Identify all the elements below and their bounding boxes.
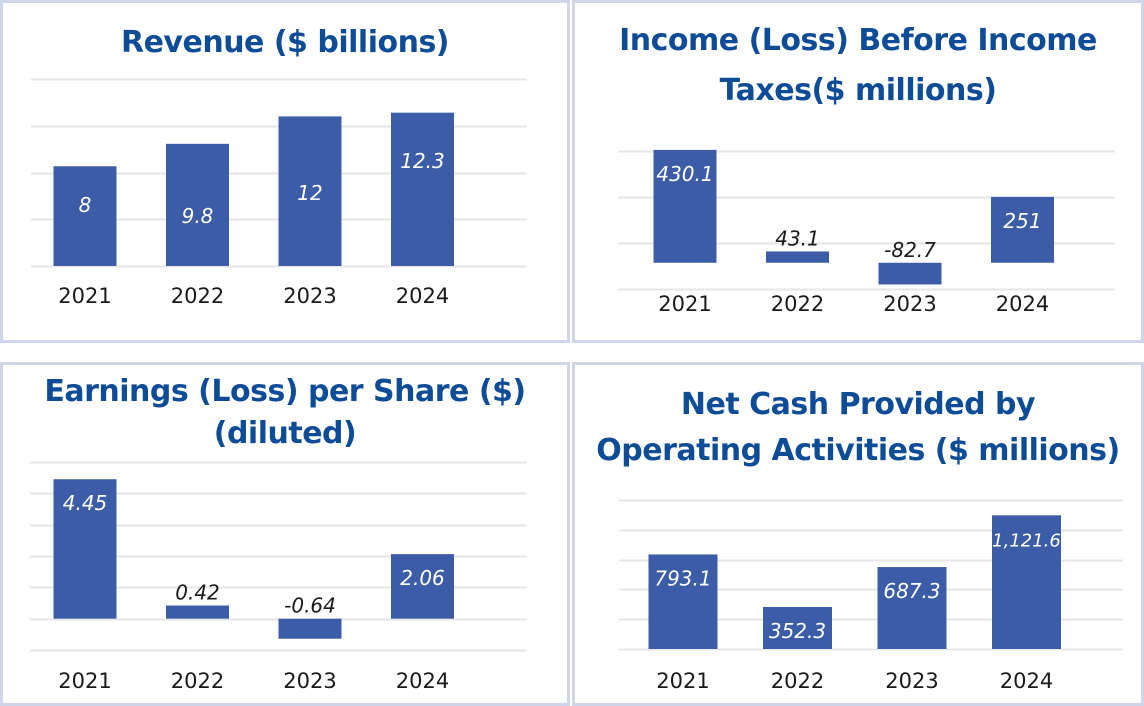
category-label: 2024 [396, 284, 449, 308]
category-label: 2022 [171, 669, 224, 693]
data-label: 8 [79, 193, 92, 217]
chart-panel-eps: Earnings (Loss) per Share ($) (diluted) … [0, 362, 570, 706]
category-label: 2022 [771, 292, 824, 316]
category-label: 2023 [885, 669, 938, 693]
bar-2023 [878, 262, 942, 285]
data-label: 2.06 [400, 566, 445, 590]
data-label: 1,121.6 [992, 530, 1061, 551]
category-label: 2023 [883, 292, 936, 316]
bar-2021 [653, 149, 717, 263]
chart-title: Revenue ($ billions) [3, 23, 567, 63]
data-label: 430.1 [656, 162, 713, 186]
bar-2022 [166, 605, 229, 619]
data-label: 12 [297, 181, 322, 205]
data-label: 43.1 [775, 226, 820, 250]
bar-2023 [278, 618, 342, 639]
category-label: 2021 [656, 669, 709, 693]
category-label: 2022 [171, 284, 224, 308]
data-label: 352.3 [769, 619, 826, 643]
bar-2024 [391, 554, 454, 619]
category-label: 2024 [396, 669, 449, 693]
bar-2021 [53, 166, 117, 266]
chart-title: Net Cash Provided by Operating Activitie… [575, 385, 1141, 471]
data-label: 793.1 [654, 566, 711, 590]
data-label: -0.64 [284, 594, 336, 618]
bar-2022 [766, 251, 829, 263]
chart-title-line: Revenue ($ billions) [120, 25, 450, 60]
category-label: 2023 [283, 284, 336, 308]
bar-2024 [992, 515, 1061, 649]
chart-panel-income-before-taxes: Income (Loss) Before Income Taxes($ mill… [572, 0, 1144, 343]
bar-2022 [166, 143, 229, 266]
data-label: 12.3 [400, 149, 445, 173]
chart-title-line: Operating Activities ($ millions) [596, 433, 1120, 468]
data-label: 4.45 [63, 491, 108, 515]
category-label: 2021 [58, 669, 111, 693]
chart-title-line: Net Cash Provided by [680, 387, 1036, 422]
bar-2023 [877, 567, 947, 649]
chart-revenue: 8 2021 9.8 2022 12 2023 12.3 2024 [31, 78, 527, 308]
data-label: 687.3 [883, 579, 940, 603]
chart-panel-net-cash: Net Cash Provided by Operating Activitie… [572, 362, 1144, 706]
chart-eps: 4.45 2021 0.42 2022 -0.64 2023 2.06 2024 [30, 461, 527, 693]
bar-2023 [278, 116, 342, 267]
bar-2021 [53, 479, 117, 619]
chart-title-line: Income (Loss) Before Income [619, 23, 1097, 58]
category-label: 2024 [996, 292, 1049, 316]
bar-2024 [391, 112, 454, 266]
bar-2021 [648, 554, 718, 649]
chart-title: Income (Loss) Before Income Taxes($ mill… [575, 21, 1141, 111]
chart-title-line: Taxes($ millions) [719, 73, 997, 108]
chart-title: Earnings (Loss) per Share ($) (diluted) [3, 372, 567, 454]
bar-2022 [763, 607, 832, 649]
data-label: 0.42 [175, 581, 220, 605]
category-label: 2021 [58, 284, 111, 308]
data-label: 251 [1003, 209, 1041, 233]
category-label: 2023 [283, 669, 336, 693]
category-label: 2024 [1000, 669, 1053, 693]
category-label: 2022 [771, 669, 824, 693]
chart-title-line: (diluted) [213, 416, 357, 451]
chart-net-cash: 793.1 2021 352.3 2022 687.3 2023 1,121.6 2024 [619, 499, 1123, 693]
data-label: 9.8 [182, 204, 214, 228]
chart-panel-revenue: Revenue ($ billions) 8 2021 9.8 2022 12 2023 1… [0, 0, 570, 343]
data-label: -82.7 [884, 238, 936, 262]
bar-2024 [991, 196, 1054, 263]
chart-title-line: Earnings (Loss) per Share ($) [44, 374, 526, 409]
chart-income-before-taxes: 430.1 2021 43.1 2022 -82.7 2023 251 2024 [618, 149, 1115, 316]
category-label: 2021 [658, 292, 711, 316]
